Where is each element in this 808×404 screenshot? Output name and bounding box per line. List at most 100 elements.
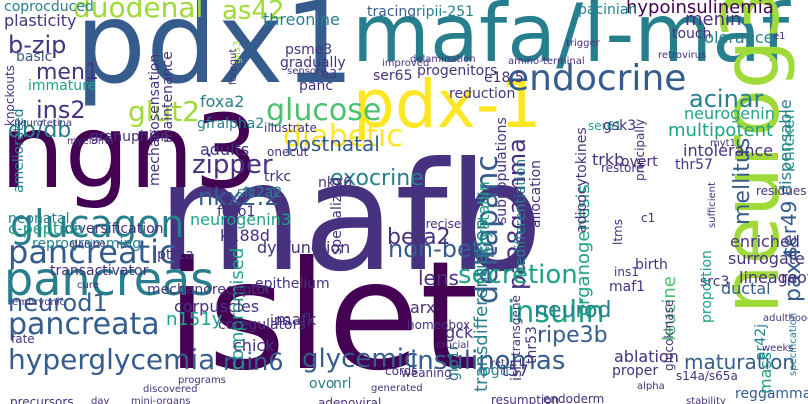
word-mafa-l-maf: mafa/l-maf <box>352 0 790 80</box>
word-ovo: ovo <box>309 376 335 392</box>
word-onecut: onecut <box>267 145 309 159</box>
word-transactivator: transactivator <box>50 263 149 279</box>
word-neurogenin: neurogenin <box>684 104 775 123</box>
word-pdx1: pdx1 <box>75 0 355 109</box>
word-postnatal: postnatal <box>286 132 380 156</box>
word-chick: chick <box>233 336 275 355</box>
word-c-peptide: c-peptide <box>8 219 84 238</box>
word-mini-organs: mini-organs <box>131 396 191 404</box>
word-tolerance: tolerance <box>698 28 774 47</box>
word-progenitors: progenitors <box>417 63 498 79</box>
word-pacinian: pacinian <box>578 2 638 18</box>
word-cure: cure <box>77 280 99 291</box>
word-ductal: ductal <box>721 279 771 298</box>
word-reduction: reduction <box>449 86 516 102</box>
word-generated: generated <box>371 383 423 394</box>
word-precisely: precisely <box>418 217 472 231</box>
word-crucial: crucial <box>436 340 470 351</box>
word-gfralpha2: gfralpha2 <box>197 116 265 132</box>
word-neurod1: neurod1 <box>8 289 108 317</box>
word-glut2: glut2 <box>128 95 201 128</box>
word-ins1: ins1 <box>614 265 639 279</box>
word-birth: birth <box>635 257 668 273</box>
word-thr57: thr57 <box>675 157 713 173</box>
word-myeloma: myeloma <box>67 136 114 147</box>
word-alanine: alanine <box>69 239 106 250</box>
word-diabetic: diabetic <box>283 119 403 154</box>
word-k188d: k188d <box>220 226 270 245</box>
word-reprogramming: reprogramming <box>32 236 142 252</box>
word-corpuscles: corpuscles <box>174 297 260 316</box>
word-hyperglycemia: hyperglycemia <box>8 343 216 376</box>
word-mechanosensation: mechanosensation <box>147 53 163 186</box>
word-ar42j: ar42j <box>753 323 769 360</box>
word-as42: as42 <box>222 0 285 26</box>
word-glycemic: glycemic <box>302 344 419 374</box>
word-illustrate: illustrate <box>264 121 317 135</box>
word-neurod: neurod <box>534 298 612 323</box>
word-overt: overt <box>621 154 658 170</box>
word-glucose: glucose <box>266 93 382 128</box>
word-lineage: lineage <box>739 268 798 287</box>
word-nkx6: nkx6 <box>318 175 353 191</box>
word-e18-5: e18.5 <box>484 70 524 86</box>
word-dedifferentiation: dedifferentiation <box>513 158 529 275</box>
word-amino-terminal: amino-terminal <box>508 56 585 67</box>
word-coprocduced: coprocduced <box>4 0 94 15</box>
word-fate: fate <box>11 332 35 346</box>
word-adults: adults <box>200 140 250 159</box>
word-hypoinsulinemia: hypoinsulinemia <box>626 0 774 18</box>
word-maf1: maf1 <box>609 279 646 295</box>
word-foxa2: foxa2 <box>200 92 245 111</box>
word-nkx2-2: nkx2.2 <box>198 183 280 211</box>
word-adenoviral: adenoviral <box>318 396 382 404</box>
word-duodenal: duodenal <box>73 0 204 24</box>
word-ins2: ins2 <box>36 96 86 124</box>
word-gck: gck <box>445 323 474 342</box>
word-weaning: weaning <box>401 366 452 380</box>
word-b-zip: b-zip <box>8 31 67 59</box>
word-improved: improved <box>382 58 430 69</box>
word-specialized: specialized <box>329 177 345 255</box>
word-trkc: trkc <box>264 169 292 185</box>
word-ngn3: ngn3 <box>0 93 259 212</box>
word-proper: proper <box>612 363 659 379</box>
word-ptf1a: ptf1a <box>157 247 194 263</box>
word-restore: restore <box>601 161 644 175</box>
word-sufficient: sufficient <box>707 182 718 228</box>
word-pdx-1: pdx-1 <box>353 66 542 143</box>
word-n151y: n151y <box>166 309 223 330</box>
word-plasticity: plasticity <box>4 11 77 30</box>
word-psme3: psme3 <box>285 42 333 58</box>
word-isl1: isl1 <box>509 356 525 381</box>
word-acinar: acinar <box>689 85 764 113</box>
word-stability: stability <box>686 396 726 404</box>
word-menin: menin <box>685 9 742 30</box>
word-root: root <box>781 268 808 287</box>
word-exocrine: exocrine <box>330 166 424 191</box>
word-db-db: db/db <box>8 118 72 143</box>
word-alpha: alpha <box>637 381 665 392</box>
word-adipocytokines: adipocytokines <box>574 126 590 233</box>
word-src3: src3 <box>700 274 730 290</box>
word-enriched: enriched <box>730 232 800 251</box>
word-glucagon: glucagon <box>10 202 185 246</box>
word-endoderm: endoderm <box>543 392 605 404</box>
word-touch: touch <box>672 26 712 42</box>
word-subpopulations: subpopulations <box>494 116 510 224</box>
word-ser61: ser61 <box>588 119 622 133</box>
word-myt1: myt1 <box>710 138 736 149</box>
word-neurogenin3: neurogenin3 <box>190 210 292 229</box>
word-endocrine: endocrine <box>507 58 687 99</box>
word-s14a-s65a: s14a/s65a <box>676 369 738 383</box>
word-weeks: weeks <box>762 343 794 354</box>
word-trigger: trigger <box>566 38 600 49</box>
word-allocation: allocation <box>528 159 544 228</box>
word-maintenance: maintenance <box>160 50 176 143</box>
word-tracing: tracing <box>367 4 417 20</box>
word-resumption: resumption <box>491 393 560 404</box>
word-beta2: beta2 <box>387 225 451 250</box>
word-e1: e1 <box>773 31 786 42</box>
word-insulin: insulin <box>507 295 605 330</box>
word-granuphilin: granuphilin <box>90 129 170 145</box>
